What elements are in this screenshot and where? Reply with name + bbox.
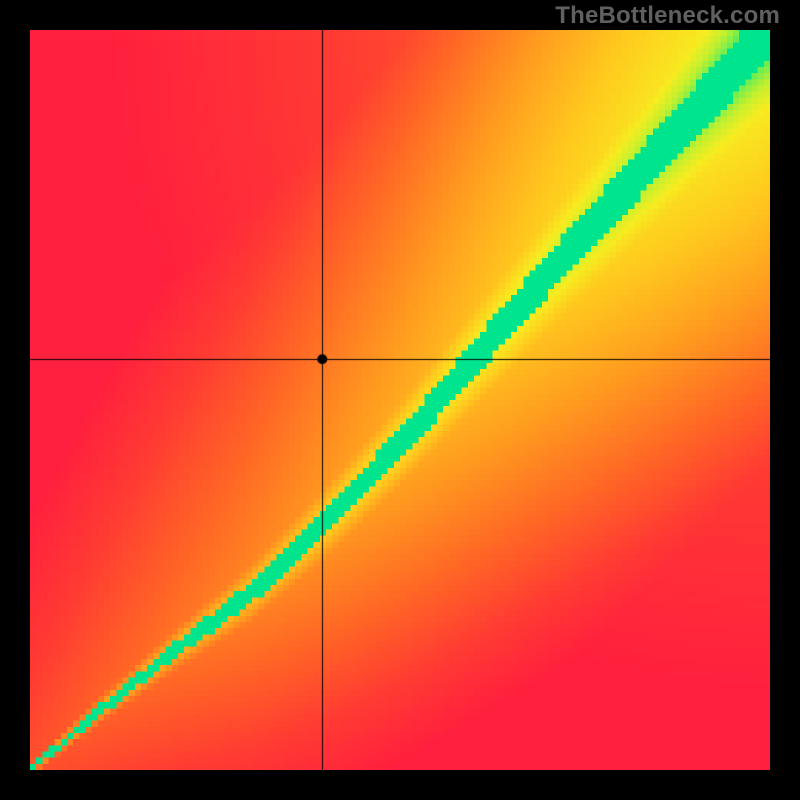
crosshair-overlay [30,30,770,770]
watermark-text: TheBottleneck.com [555,2,780,30]
chart-frame: TheBottleneck.com [0,0,800,800]
